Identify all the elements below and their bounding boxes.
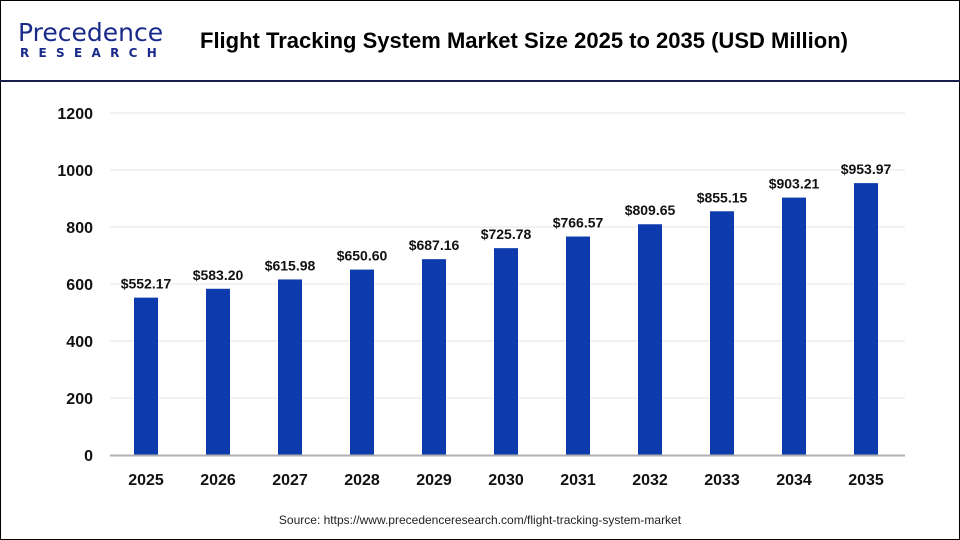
logo-bottom-text: RESEARCH [20, 46, 167, 60]
bar-2034 [782, 197, 806, 455]
data-label: $903.21 [769, 176, 820, 192]
bar-2033 [710, 211, 734, 455]
data-label: $855.15 [697, 189, 748, 205]
data-label: $953.97 [841, 161, 892, 177]
data-label: $552.17 [121, 276, 172, 292]
bar-2032 [638, 224, 662, 455]
y-tick-label: 0 [84, 448, 93, 465]
x-tick-label: 2034 [776, 472, 812, 489]
x-tick-label: 2028 [344, 472, 380, 489]
bar-2027 [278, 279, 302, 455]
bar-2029 [422, 259, 446, 455]
x-tick-label: 2031 [560, 472, 596, 489]
bar-2035 [854, 183, 878, 456]
y-tick-label: 200 [66, 391, 93, 408]
x-tick-label: 2025 [128, 472, 164, 489]
y-tick-label: 800 [66, 220, 93, 237]
data-label: $687.16 [409, 237, 460, 253]
data-label: $725.78 [481, 226, 532, 242]
x-tick-label: 2026 [200, 472, 236, 489]
logo-top-text: Precedence [18, 18, 164, 47]
x-tick-label: 2035 [848, 472, 884, 489]
logo: Precedence RESEARCH [18, 18, 167, 65]
data-label: $615.98 [265, 257, 316, 273]
bar-2025 [134, 297, 158, 455]
data-label: $650.60 [337, 248, 388, 264]
bar-2026 [206, 288, 230, 455]
y-tick-label: 1200 [57, 106, 93, 123]
y-tick-label: 600 [66, 277, 93, 294]
y-tick-label: 400 [66, 334, 93, 351]
source-text: Source: https://www.precedenceresearch.c… [278, 513, 682, 527]
x-tick-label: 2029 [416, 472, 452, 489]
data-label: $809.65 [625, 202, 676, 218]
data-label: $583.20 [193, 267, 244, 283]
x-tick-label: 2033 [704, 472, 740, 489]
bar-2031 [566, 236, 590, 455]
header-divider [0, 80, 960, 82]
data-label: $766.57 [553, 215, 604, 231]
y-tick-label: 1000 [57, 163, 93, 180]
bar-2030 [494, 248, 518, 455]
x-tick-label: 2032 [632, 472, 668, 489]
x-tick-label: 2027 [272, 472, 308, 489]
chart-title: Flight Tracking System Market Size 2025 … [200, 28, 848, 53]
x-tick-label: 2030 [488, 472, 524, 489]
bar-2028 [350, 269, 374, 455]
